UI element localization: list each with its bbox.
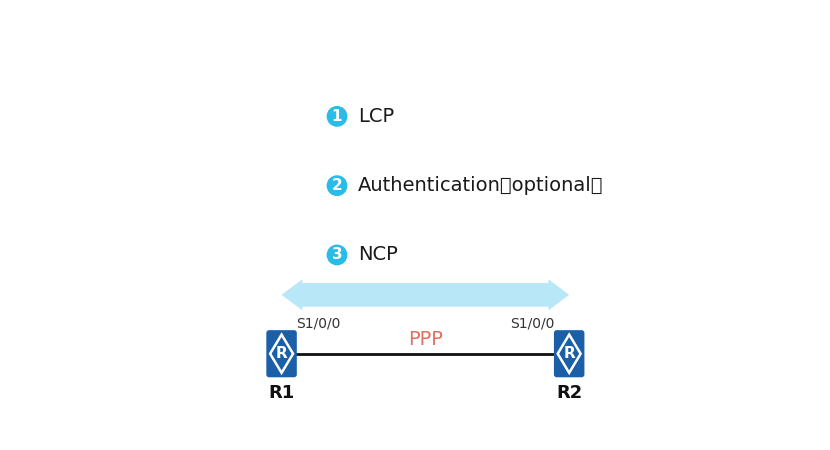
Polygon shape [281, 279, 569, 310]
Text: Authentication（optional）: Authentication（optional） [358, 176, 603, 195]
Circle shape [327, 245, 347, 265]
Text: NCP: NCP [358, 245, 398, 265]
Text: 1: 1 [332, 109, 342, 124]
FancyBboxPatch shape [266, 330, 297, 377]
Text: S1/0/0: S1/0/0 [296, 317, 341, 331]
FancyBboxPatch shape [554, 330, 584, 377]
Text: R1: R1 [268, 384, 295, 402]
Text: LCP: LCP [358, 107, 394, 126]
Text: S1/0/0: S1/0/0 [510, 317, 554, 331]
Text: 2: 2 [332, 178, 343, 193]
Text: R2: R2 [556, 384, 583, 402]
Text: R: R [276, 346, 287, 361]
Circle shape [327, 107, 347, 126]
Text: R: R [564, 346, 575, 361]
Text: 3: 3 [332, 248, 342, 262]
Text: PPP: PPP [408, 330, 443, 349]
Circle shape [327, 176, 347, 195]
